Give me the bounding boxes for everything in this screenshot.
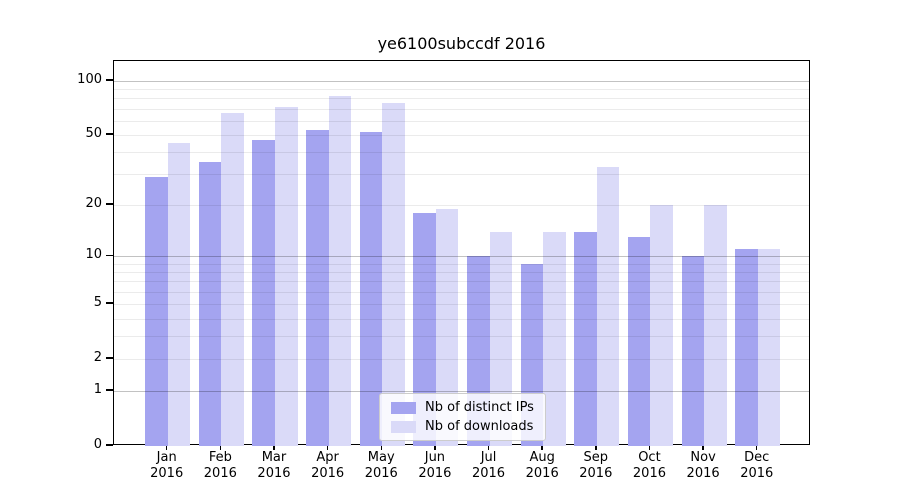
bar-downloads: [221, 113, 244, 446]
bar-downloads: [328, 96, 352, 446]
y-axis-tick-mark: [106, 79, 113, 81]
x-axis-tick-mark: [595, 445, 597, 450]
bar-downloads: [596, 166, 620, 446]
x-axis-month-label: Sep 2016: [579, 450, 613, 481]
chart-title: ye6100subccdf 2016: [377, 34, 546, 53]
x-axis-month-label: Dec 2016: [740, 450, 774, 481]
bar-distinct-ips: [574, 231, 597, 446]
bar-distinct-ips: [252, 139, 275, 446]
x-axis-month-label: Oct 2016: [632, 450, 666, 481]
bar-distinct-ips: [145, 176, 168, 446]
legend-swatch-downloads: [391, 420, 416, 433]
y-axis-tick-label: 5: [93, 295, 102, 311]
legend: Nb of distinct IPs Nb of downloads: [379, 393, 546, 441]
bar-distinct-ips: [198, 162, 222, 446]
x-axis-month-label: Jan 2016: [150, 450, 184, 481]
legend-label: Nb of downloads: [425, 419, 534, 434]
x-axis-tick-mark: [541, 445, 543, 450]
y-axis-tick-mark: [106, 444, 113, 446]
bar-distinct-ips: [735, 249, 758, 446]
bar-distinct-ips: [306, 130, 329, 446]
y-axis-tick-mark: [106, 133, 113, 135]
bar-downloads: [650, 205, 674, 446]
bar-downloads: [489, 231, 513, 446]
bar-downloads: [167, 143, 191, 446]
y-axis-tick-mark: [106, 389, 113, 391]
y-axis-tick-mark: [106, 203, 113, 205]
x-axis-tick-mark: [326, 445, 329, 450]
x-axis-month-label: May 2016: [364, 450, 398, 481]
bar-downloads: [704, 205, 727, 446]
x-axis-month-label: Apr 2016: [311, 450, 345, 481]
x-axis-month-label: Jun 2016: [418, 450, 452, 481]
bar-distinct-ips: [681, 256, 705, 446]
x-axis-tick-mark: [702, 445, 704, 450]
bar-downloads: [757, 249, 781, 446]
y-axis-tick-label: 50: [85, 125, 102, 141]
y-axis-tick-mark: [106, 302, 113, 304]
y-axis-tick-label: 0: [93, 437, 102, 452]
legend-swatch-distinct-ips: [391, 401, 416, 414]
bar-distinct-ips: [359, 131, 383, 446]
x-axis-tick-mark: [648, 445, 651, 450]
bar-downloads: [543, 231, 566, 446]
bar-distinct-ips: [413, 213, 436, 446]
plot-area: [113, 60, 810, 446]
x-axis-tick-mark: [165, 445, 168, 450]
x-axis-tick-mark: [434, 445, 436, 450]
y-axis-tick-label: 2: [93, 350, 102, 366]
x-axis-tick-mark: [380, 445, 382, 450]
x-axis-month-label: Feb 2016: [203, 450, 237, 481]
y-axis-tick-label: 10: [85, 247, 102, 263]
bar-distinct-ips: [627, 237, 651, 446]
x-axis-tick-mark: [273, 445, 275, 450]
y-axis-tick-mark: [106, 254, 113, 256]
y-axis-tick-label: 100: [77, 71, 102, 87]
x-axis-month-label: Jul 2016: [471, 450, 506, 481]
x-axis-month-label: Nov 2016: [686, 450, 720, 481]
legend-item: Nb of distinct IPs: [391, 400, 534, 415]
x-axis-month-label: Mar 2016: [257, 450, 291, 481]
legend-label: Nb of distinct IPs: [425, 400, 534, 415]
bar-downloads: [382, 103, 405, 446]
y-axis-tick-label: 1: [93, 382, 102, 398]
bar-downloads: [274, 106, 298, 446]
x-axis-tick-mark: [219, 445, 222, 450]
bars-layer: [114, 61, 809, 446]
x-axis-tick-mark: [487, 445, 490, 450]
bar-downloads: [435, 208, 459, 446]
legend-item: Nb of downloads: [391, 419, 534, 434]
y-axis-tick-mark: [106, 357, 113, 359]
x-axis-tick-mark: [755, 445, 758, 450]
y-axis-tick-label: 20: [85, 196, 102, 212]
x-axis-month-label: Aug 2016: [525, 450, 559, 481]
